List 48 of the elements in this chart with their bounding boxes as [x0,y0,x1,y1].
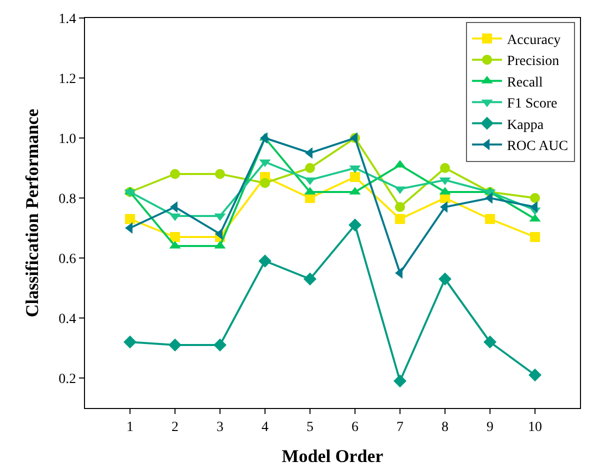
point [304,272,316,286]
y-tick-label: 1.4 [58,12,76,27]
point [170,232,180,242]
legend-label: Recall [507,75,543,90]
point [258,254,272,268]
point [395,214,405,224]
y-tick-label: 1.0 [58,132,76,147]
x-tick-label: 3 [216,420,224,435]
legend-label: Accuracy [507,32,561,48]
point [170,169,180,179]
point [530,232,540,242]
x-tick-label: 10 [528,420,542,435]
y-axis-title: Classification Performance [22,108,42,318]
x-tick-label: 9 [486,420,494,435]
x-tick-label: 2 [172,420,178,435]
x-tick-label: 1 [126,420,134,435]
x-tick-label: 5 [306,420,314,435]
point [528,368,542,382]
point [215,169,225,179]
x-tick-label: 6 [352,420,358,435]
x-tick-label: 8 [442,420,448,435]
point [440,163,450,173]
y-tick-label: 0.6 [58,252,76,267]
y-tick-label: 0.2 [58,372,76,387]
x-axis-title: Model Order [282,446,384,466]
y-tick-label: 0.4 [58,312,76,327]
point [394,374,406,388]
legend-label: Kappa [507,118,544,133]
point [260,178,270,188]
point [484,336,496,348]
point [438,272,452,286]
legend-label: F1 Score [507,96,558,112]
x-tick-label: 4 [262,420,268,435]
legend-label: Precision [507,54,560,70]
point [395,202,405,212]
point [305,163,315,173]
point [168,338,182,352]
x-tick-label: 7 [396,420,404,435]
point [125,214,135,224]
point [124,336,136,348]
legend-label: ROC AUC [507,138,568,154]
y-tick-label: 0.8 [58,192,76,207]
point [350,172,360,182]
point [214,338,226,352]
point [348,218,362,232]
point [530,193,540,203]
point [485,214,495,224]
y-tick-label: 1.2 [58,72,76,87]
